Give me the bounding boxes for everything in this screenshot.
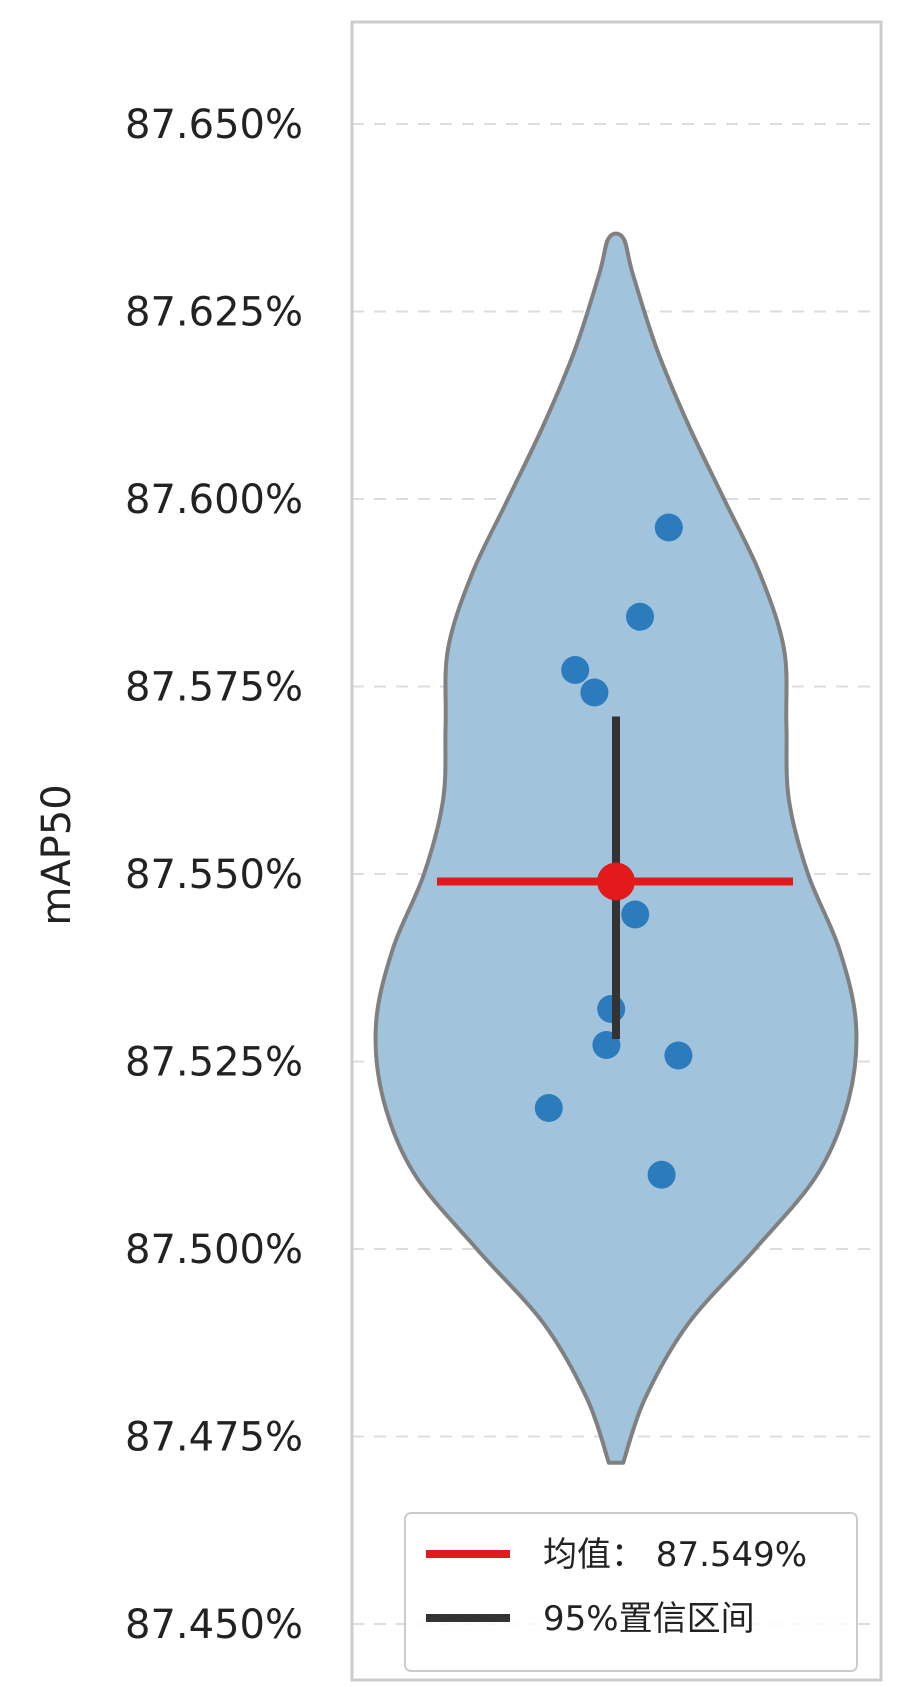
data-point [534,1094,563,1122]
y-tick-label: 87.650% [125,102,303,148]
data-point [597,995,626,1023]
y-tick-label: 87.550% [125,852,303,898]
mean-marker [597,862,635,901]
data-point [621,900,650,929]
y-tick-labels: 87.450% 87.475% 87.500% 87.525% 87.550% 87.57… [125,102,303,1648]
data-point [654,513,683,542]
legend-ci-label: 95%置信区间 [543,1599,755,1639]
y-tick-label: 87.500% [125,1227,303,1273]
data-point [580,678,609,707]
data-point [647,1160,676,1189]
y-tick-label: 87.575% [125,665,303,711]
mean-ci-group [437,716,793,1039]
y-tick-label: 87.475% [125,1415,303,1461]
y-tick-label: 87.625% [125,290,303,336]
legend-box [404,1512,858,1672]
y-tick-label: 87.450% [125,1602,303,1648]
plot-frame [350,20,883,1682]
y-tick-label: 87.600% [125,477,303,523]
legend-mean-label: 均值： 87.549% [543,1535,807,1575]
data-point [561,656,590,684]
y-axis-label: mAP50 [34,784,80,925]
legend: 均值： 87.549% 95%置信区间 [404,1512,858,1672]
y-tick-label: 87.525% [125,1040,303,1086]
data-point [664,1041,693,1070]
data-point [626,602,654,631]
data-points [534,513,693,1189]
